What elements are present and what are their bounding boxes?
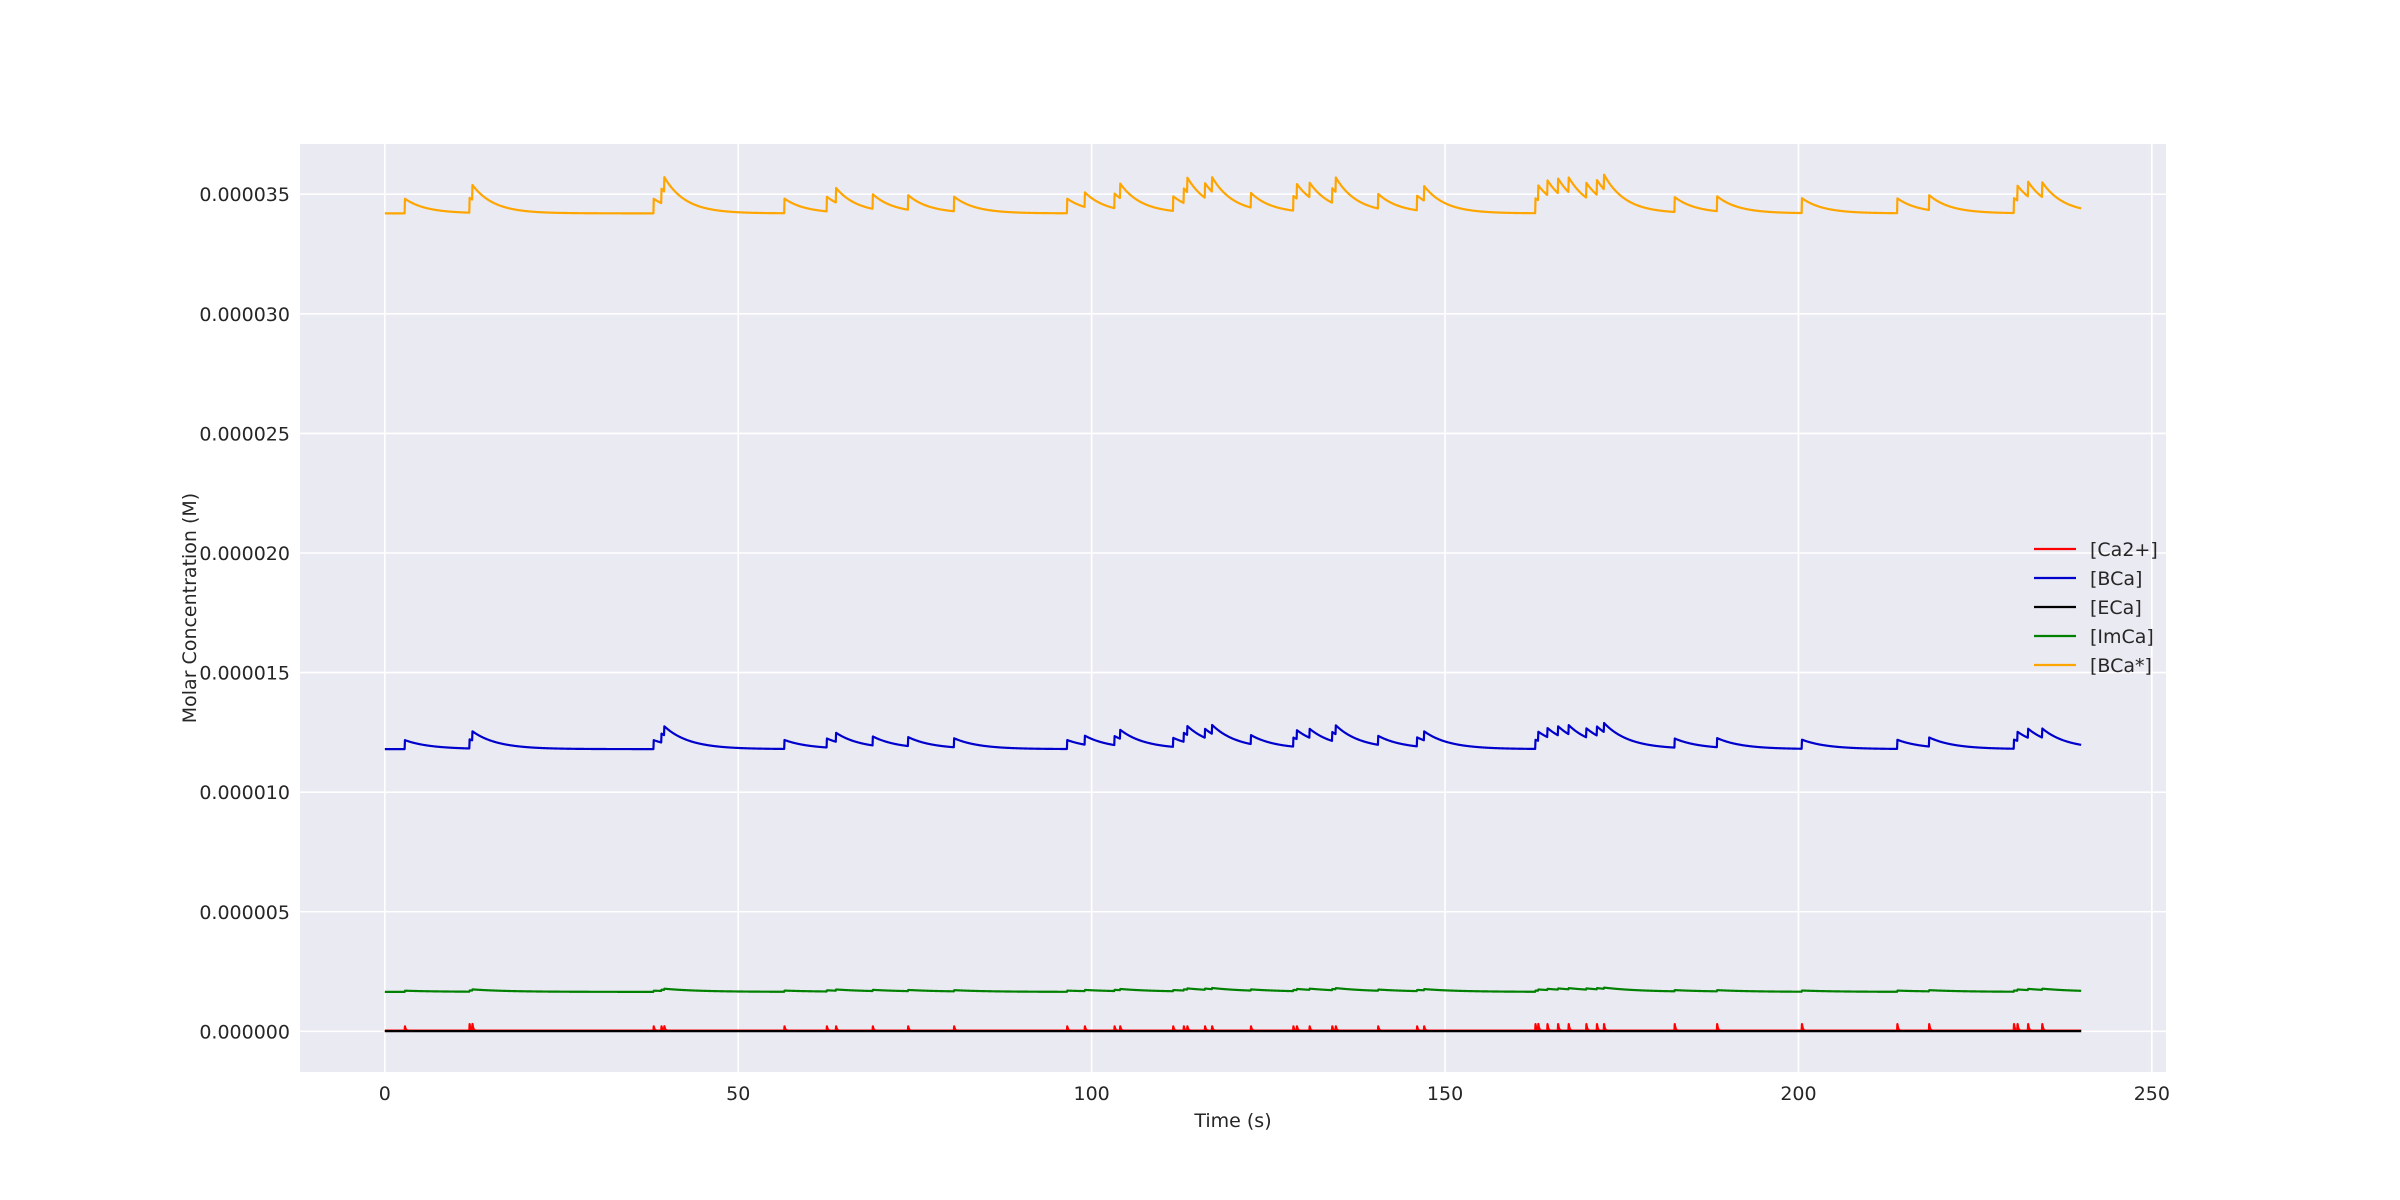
- x-tick-label: 150: [1427, 1083, 1463, 1105]
- x-tick-label: 0: [379, 1083, 391, 1105]
- x-axis-label: Time (s): [1193, 1110, 1271, 1132]
- x-tick-label: 200: [1780, 1083, 1816, 1105]
- legend: [Ca2+] [BCa] [ECa] [ImCa] [BCa*]: [2034, 539, 2158, 677]
- legend-label: [ImCa]: [2090, 626, 2154, 648]
- y-tick-label: 0.000005: [199, 902, 290, 924]
- y-tick-label: 0.000010: [199, 782, 290, 804]
- x-tick-label: 250: [2134, 1083, 2170, 1105]
- legend-label: [Ca2+]: [2090, 539, 2158, 561]
- series-line: [384, 721, 2082, 751]
- legend-label: [BCa]: [2090, 568, 2142, 590]
- y-axis-label: Molar Concentration (M): [179, 493, 201, 723]
- x-tick-label: 50: [726, 1083, 750, 1105]
- series-group: [384, 173, 2082, 1033]
- plot-area: [300, 144, 2166, 1072]
- y-tick-label: 0.000030: [199, 304, 290, 326]
- grid-lines: [300, 144, 2166, 1072]
- y-tick-label: 0.000015: [199, 663, 290, 685]
- series-line: [384, 173, 2082, 215]
- tick-labels: 0 50 100 150 200 250 0.000000 0.000005 0.000010 0…: [199, 184, 2170, 1105]
- x-tick-label: 100: [1074, 1083, 1110, 1105]
- y-tick-label: 0.000035: [199, 184, 290, 206]
- y-tick-label: 0.000020: [199, 543, 290, 565]
- y-tick-label: 0.000000: [199, 1021, 290, 1043]
- y-tick-label: 0.000025: [199, 423, 290, 445]
- series-line: [384, 986, 2082, 993]
- legend-label: [BCa*]: [2090, 655, 2152, 677]
- legend-label: [ECa]: [2090, 597, 2142, 619]
